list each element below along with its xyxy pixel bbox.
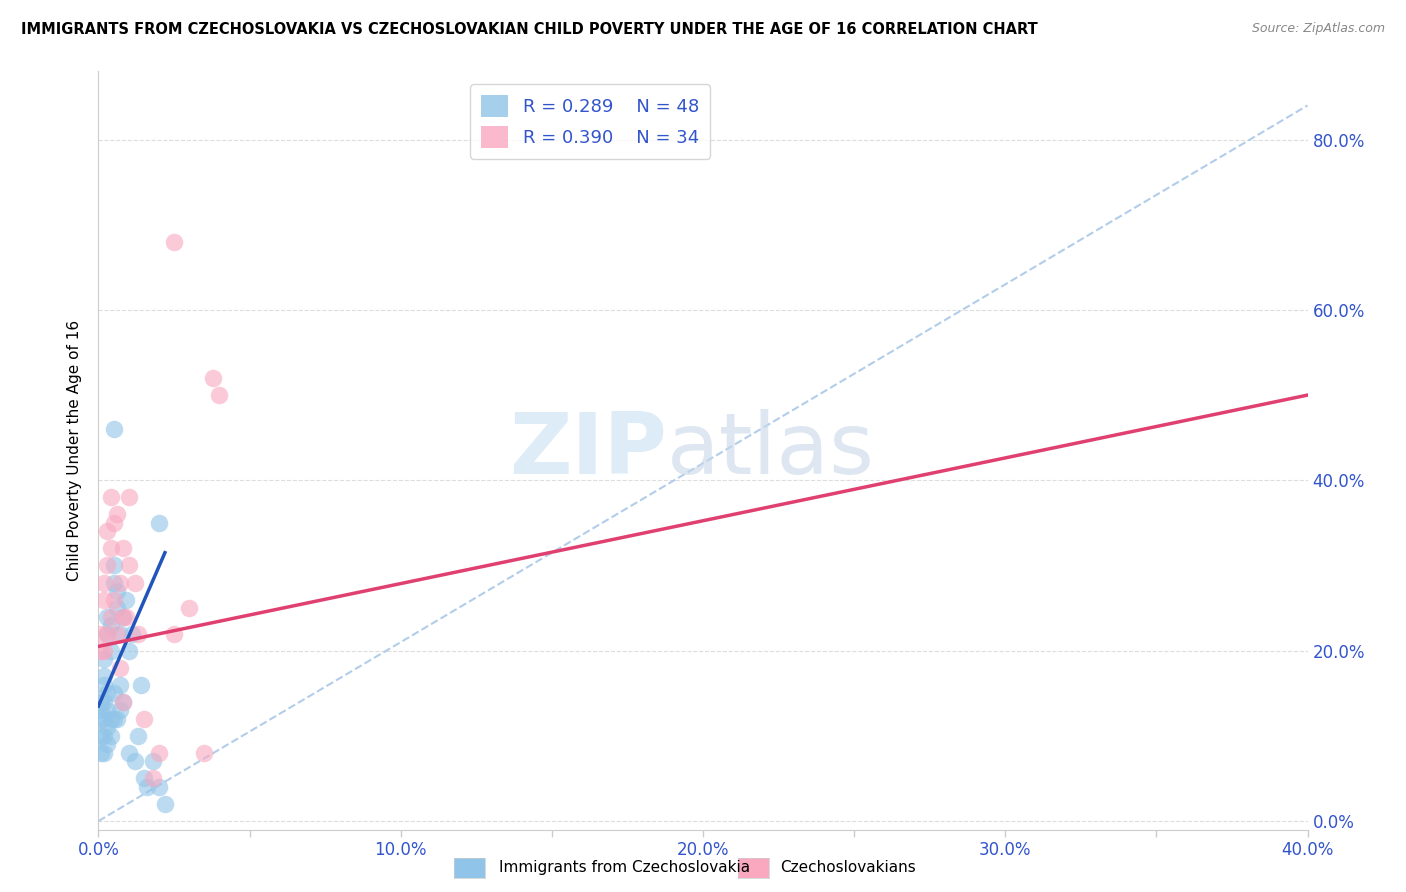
Point <box>90 712 112 726</box>
Point <box>193 746 215 760</box>
Point <box>142 755 165 769</box>
Point <box>93 746 115 760</box>
Point <box>127 729 149 743</box>
Point <box>105 508 128 522</box>
Point <box>111 695 134 709</box>
Point <box>132 772 155 786</box>
Point <box>100 541 122 556</box>
Point <box>100 609 122 624</box>
Text: IMMIGRANTS FROM CZECHOSLOVAKIA VS CZECHOSLOVAKIAN CHILD POVERTY UNDER THE AGE OF: IMMIGRANTS FROM CZECHOSLOVAKIA VS CZECHO… <box>21 22 1038 37</box>
Point <box>105 601 128 615</box>
Point <box>96 524 118 539</box>
Point <box>105 626 128 640</box>
Point <box>93 652 115 666</box>
Point <box>111 695 134 709</box>
Point <box>108 703 131 717</box>
Legend: R = 0.289    N = 48, R = 0.390    N = 34: R = 0.289 N = 48, R = 0.390 N = 34 <box>470 84 710 159</box>
Point <box>100 643 122 657</box>
Point <box>129 678 152 692</box>
Point <box>202 371 225 385</box>
Point <box>114 609 136 624</box>
Point <box>118 643 141 657</box>
Point <box>124 575 146 590</box>
Point <box>96 703 118 717</box>
Point <box>118 746 141 760</box>
Point <box>148 780 170 794</box>
Point <box>103 686 125 700</box>
Point <box>108 626 131 640</box>
Point <box>100 618 122 632</box>
Point <box>148 746 170 760</box>
Point <box>90 626 112 640</box>
Point <box>142 772 165 786</box>
Point <box>90 729 112 743</box>
Point <box>96 737 118 751</box>
Point <box>93 712 115 726</box>
Point <box>153 797 176 811</box>
Point <box>163 626 186 640</box>
Point <box>96 626 118 640</box>
Point <box>100 491 122 505</box>
Point <box>108 661 131 675</box>
Point <box>105 712 128 726</box>
Point <box>103 712 125 726</box>
Point <box>111 609 134 624</box>
Point <box>111 541 134 556</box>
Point <box>114 592 136 607</box>
Point <box>93 575 115 590</box>
Point <box>208 388 231 402</box>
Point <box>135 780 157 794</box>
Y-axis label: Child Poverty Under the Age of 16: Child Poverty Under the Age of 16 <box>67 320 83 581</box>
Point <box>93 695 115 709</box>
Point <box>121 626 143 640</box>
Point <box>103 558 125 573</box>
Point <box>163 235 186 249</box>
Point <box>93 669 115 683</box>
Point <box>93 678 115 692</box>
Point <box>103 575 125 590</box>
Point <box>93 643 115 657</box>
Point <box>127 626 149 640</box>
Point <box>118 491 141 505</box>
Point <box>93 729 115 743</box>
Point <box>108 678 131 692</box>
Point <box>103 516 125 530</box>
Point <box>90 643 112 657</box>
Point <box>108 575 131 590</box>
Point <box>124 755 146 769</box>
Text: ZIP: ZIP <box>509 409 666 492</box>
Point <box>90 703 112 717</box>
Point <box>111 609 134 624</box>
Point <box>96 720 118 734</box>
Point <box>93 592 115 607</box>
Point <box>100 729 122 743</box>
Point <box>105 584 128 599</box>
Point <box>179 601 201 615</box>
Point <box>96 626 118 640</box>
Point <box>100 712 122 726</box>
Point <box>90 695 112 709</box>
Point <box>96 609 118 624</box>
Point <box>148 516 170 530</box>
Text: Immigrants from Czechoslovakia: Immigrants from Czechoslovakia <box>499 860 751 874</box>
Point <box>118 558 141 573</box>
Point <box>90 746 112 760</box>
Text: atlas: atlas <box>666 409 875 492</box>
Text: Czechoslovakians: Czechoslovakians <box>780 860 917 874</box>
Point <box>96 686 118 700</box>
Point <box>103 592 125 607</box>
Text: Source: ZipAtlas.com: Source: ZipAtlas.com <box>1251 22 1385 36</box>
Point <box>96 558 118 573</box>
Point <box>132 712 155 726</box>
Point <box>103 422 125 436</box>
